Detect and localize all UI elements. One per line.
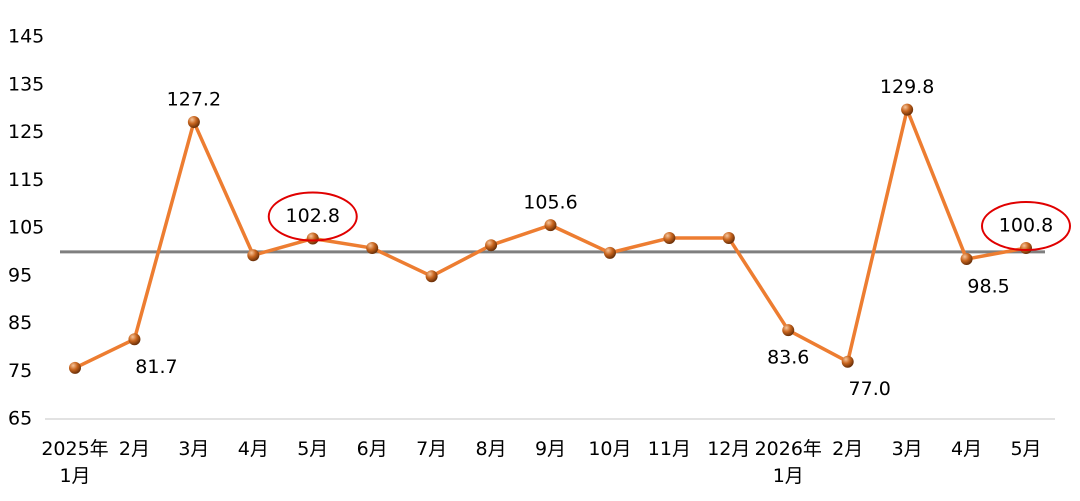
data-point	[722, 232, 735, 245]
data-point	[128, 333, 141, 346]
data-label: 129.8	[880, 76, 934, 98]
highlight-circle	[981, 201, 1071, 252]
data-label: 127.2	[167, 88, 221, 110]
x-tick-label: 9月	[534, 438, 567, 460]
data-point	[1020, 242, 1032, 255]
data-label: 105.6	[523, 192, 577, 214]
data-label: 83.6	[767, 347, 809, 369]
data-label: 77.0	[849, 378, 891, 400]
x-tick-label: 6月	[356, 438, 388, 460]
y-tick-label: 115	[8, 169, 44, 191]
x-tick-label: 12月	[707, 438, 751, 460]
data-point	[187, 115, 200, 128]
y-tick-label: 65	[8, 408, 32, 430]
data-point	[485, 239, 498, 252]
data-label: 102.8	[286, 205, 340, 227]
data-point	[960, 253, 973, 266]
x-tick-label: 2025年 1月	[41, 438, 109, 487]
y-tick-label: 135	[8, 73, 44, 95]
x-tick-label: 2月	[832, 438, 864, 460]
data-label: 81.7	[135, 356, 177, 378]
x-tick-label: 3月	[178, 438, 210, 460]
x-tick-label: 4月	[237, 438, 269, 460]
data-point	[69, 361, 81, 374]
x-tick-label: 5月	[297, 438, 329, 460]
data-point	[247, 249, 260, 262]
x-tick-label: 5月	[1010, 438, 1042, 460]
data-point	[306, 232, 319, 245]
data-point	[663, 232, 676, 245]
data-point	[603, 246, 616, 259]
y-tick-label: 125	[8, 121, 44, 143]
x-tick-label: 3月	[891, 438, 923, 460]
data-point	[841, 355, 854, 368]
x-tick-label: 2026年 1月	[754, 438, 822, 487]
data-point	[544, 219, 557, 232]
x-tick-label: 8月	[475, 438, 507, 460]
x-tick-label: 11月	[647, 438, 691, 460]
y-tick-label: 95	[8, 264, 32, 286]
x-tick-label: 4月	[951, 438, 983, 460]
y-tick-label: 145	[8, 26, 44, 48]
data-point	[901, 103, 914, 116]
data-label: 98.5	[967, 276, 1009, 298]
data-label: 100.8	[999, 215, 1053, 237]
data-line	[74, 107, 1027, 370]
data-point	[366, 242, 379, 255]
data-point	[782, 324, 795, 337]
x-tick-label: 2月	[118, 438, 150, 460]
data-point	[425, 270, 438, 283]
y-tick-label: 85	[8, 312, 32, 334]
x-tick-label: 10月	[588, 438, 632, 460]
x-tick-label: 7月	[416, 438, 448, 460]
y-tick-label: 105	[8, 217, 44, 239]
highlight-circle	[267, 191, 358, 242]
y-tick-label: 75	[8, 360, 32, 382]
